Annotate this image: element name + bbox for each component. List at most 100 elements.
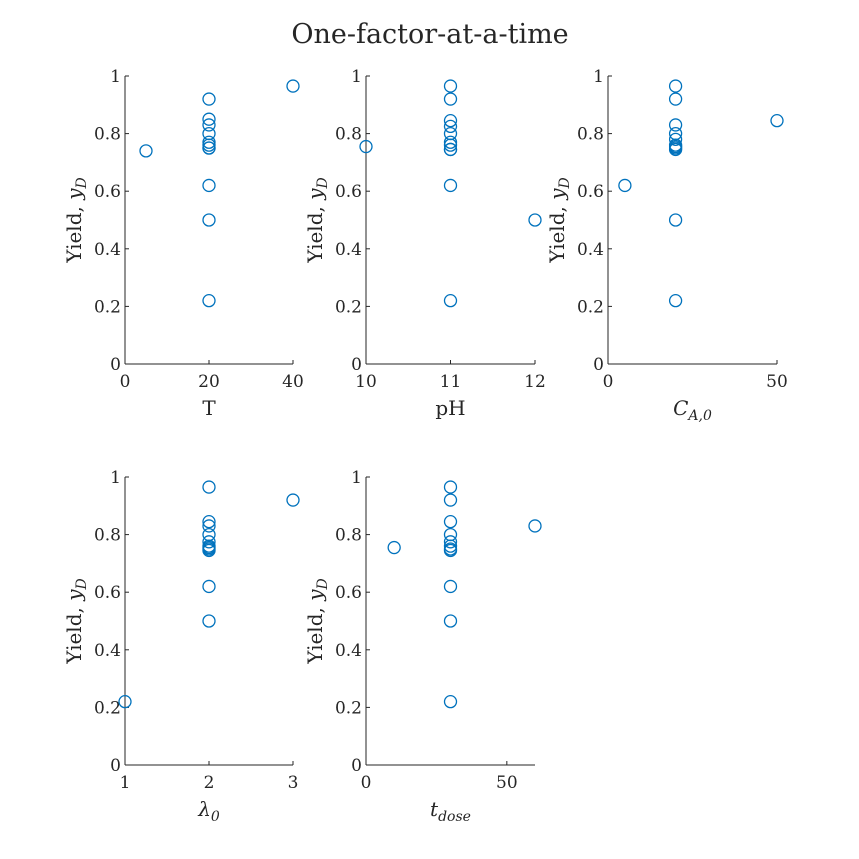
data-point bbox=[668, 293, 683, 308]
y-tick-label: 1 bbox=[110, 468, 121, 488]
data-point bbox=[618, 178, 632, 193]
data-point bbox=[202, 118, 216, 132]
data-point bbox=[202, 112, 216, 126]
data-point bbox=[528, 213, 542, 227]
data-point bbox=[359, 139, 373, 154]
x-tick-label: 50 bbox=[766, 372, 788, 392]
x-tick-label: 0 bbox=[603, 372, 614, 392]
x-tick-label: 12 bbox=[524, 372, 546, 392]
data-point bbox=[668, 92, 683, 106]
y-tick-label: 0.4 bbox=[335, 240, 362, 260]
y-tick-label: 0 bbox=[110, 355, 121, 375]
data-point bbox=[668, 213, 683, 227]
y-axis-label: Yield, yD bbox=[62, 578, 90, 665]
y-tick-label: 0.8 bbox=[94, 526, 121, 546]
y-tick-label: 1 bbox=[110, 67, 121, 87]
y-axis-label: Yield, yD bbox=[62, 177, 90, 264]
data-point bbox=[528, 519, 542, 533]
data-point bbox=[443, 138, 458, 152]
data-point bbox=[443, 79, 458, 93]
x-tick-label: 0 bbox=[361, 773, 372, 793]
y-tick-label: 0.4 bbox=[94, 641, 121, 661]
y-tick-label: 1 bbox=[351, 67, 362, 87]
data-point bbox=[202, 514, 216, 529]
x-tick-label: 50 bbox=[496, 773, 518, 793]
x-tick-label: 3 bbox=[288, 773, 299, 793]
y-tick-label: 1 bbox=[351, 468, 362, 488]
x-tick-label: 10 bbox=[355, 372, 377, 392]
data-point bbox=[668, 142, 683, 157]
x-axis-label: pH bbox=[435, 396, 465, 420]
y-tick-label: 0.4 bbox=[577, 240, 604, 260]
data-point bbox=[202, 614, 216, 628]
y-tick-label: 0.2 bbox=[94, 297, 121, 317]
data-point bbox=[202, 535, 216, 549]
y-axis-label: Yield, yD bbox=[545, 177, 573, 264]
data-point bbox=[443, 119, 458, 134]
data-point bbox=[202, 527, 216, 542]
y-tick-label: 0.8 bbox=[94, 125, 121, 145]
data-point bbox=[202, 138, 216, 152]
data-point bbox=[443, 535, 458, 549]
data-point bbox=[443, 543, 458, 558]
y-tick-label: 0.6 bbox=[335, 583, 362, 603]
data-point bbox=[202, 135, 216, 149]
data-point bbox=[443, 527, 458, 542]
data-point bbox=[202, 141, 216, 155]
y-axis-label: Yield, yD bbox=[303, 177, 331, 264]
data-point bbox=[443, 480, 458, 494]
data-point bbox=[443, 614, 458, 628]
data-point bbox=[202, 480, 216, 494]
data-point bbox=[668, 118, 683, 132]
y-tick-label: 0.4 bbox=[335, 641, 362, 661]
x-axis-label: tdose bbox=[430, 797, 471, 825]
data-point bbox=[443, 135, 458, 149]
data-point bbox=[202, 579, 216, 594]
x-tick-label: 1 bbox=[120, 773, 131, 793]
y-tick-label: 0 bbox=[593, 355, 604, 375]
y-tick-label: 0.2 bbox=[577, 297, 604, 317]
y-tick-label: 0.2 bbox=[335, 297, 362, 317]
data-point bbox=[443, 579, 458, 594]
data-point bbox=[139, 144, 153, 158]
data-point bbox=[202, 543, 216, 558]
data-point bbox=[443, 493, 458, 507]
data-point bbox=[443, 142, 458, 157]
subplot-2: 0 0.2 0.4 0.6 0.8 1 10 11 12 pH Yield, yD bbox=[303, 67, 546, 420]
data-point bbox=[443, 178, 458, 193]
figure-title: One-factor-at-a-time bbox=[291, 19, 568, 50]
data-point bbox=[202, 92, 216, 106]
y-tick-label: 0.6 bbox=[577, 182, 604, 202]
data-point bbox=[668, 132, 683, 147]
y-tick-label: 0.8 bbox=[335, 125, 362, 145]
data-point bbox=[202, 213, 216, 227]
y-tick-label: 0 bbox=[351, 756, 362, 776]
data-point bbox=[443, 92, 458, 106]
data-point bbox=[118, 694, 132, 709]
x-axis-label: CA,0 bbox=[673, 396, 712, 424]
x-tick-label: 20 bbox=[198, 372, 220, 392]
data-point bbox=[443, 113, 458, 128]
data-point bbox=[770, 113, 784, 128]
subplot-1: 0 0.2 0.4 0.6 0.8 1 0 20 40 T Yield, yD bbox=[62, 67, 304, 420]
data-point bbox=[286, 79, 300, 93]
y-tick-label: 0.6 bbox=[335, 182, 362, 202]
data-point bbox=[387, 540, 401, 555]
data-point bbox=[443, 293, 458, 308]
y-tick-label: 0.6 bbox=[94, 583, 121, 603]
y-tick-label: 0.6 bbox=[94, 182, 121, 202]
data-point bbox=[202, 293, 216, 308]
x-tick-label: 0 bbox=[120, 372, 131, 392]
y-axis-label: Yield, yD bbox=[303, 578, 331, 665]
y-tick-label: 0.8 bbox=[335, 526, 362, 546]
x-tick-label: 40 bbox=[282, 372, 304, 392]
data-point bbox=[668, 79, 683, 93]
data-point bbox=[202, 519, 216, 533]
data-point bbox=[443, 539, 458, 553]
y-tick-label: 0.2 bbox=[335, 698, 362, 718]
x-tick-label: 2 bbox=[204, 773, 215, 793]
data-point bbox=[202, 178, 216, 193]
y-tick-label: 0.4 bbox=[94, 240, 121, 260]
x-tick-label: 11 bbox=[440, 372, 462, 392]
